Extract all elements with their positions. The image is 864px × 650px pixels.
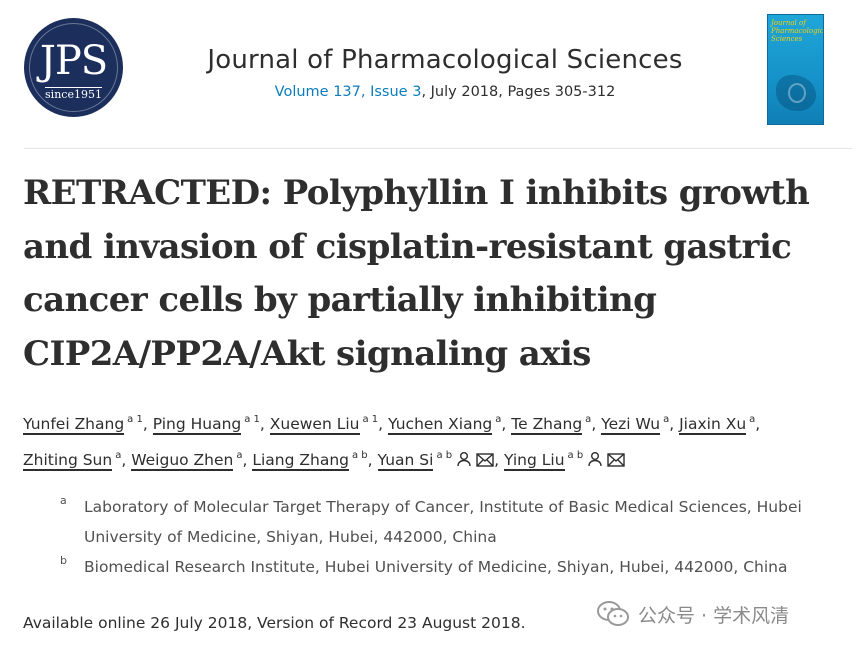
author-name[interactable]: Yunfei Zhang (23, 415, 125, 435)
author[interactable]: Zhiting Sun a (23, 450, 122, 471)
author-name[interactable]: Yuan Si (377, 451, 434, 471)
watermark: 公众号 · 学术风清 (596, 600, 789, 628)
author-name[interactable]: Ping Huang (152, 415, 242, 435)
affiliation-label: b (60, 554, 67, 567)
author-name[interactable]: Liang Zhang (252, 451, 349, 471)
author-affiliation-marker: a b (436, 450, 453, 461)
author-affiliation-marker: a 1 (127, 414, 143, 425)
cover-title: Journal of Pharmacological Sciences (771, 19, 824, 43)
author-name[interactable]: Xuewen Liu (269, 415, 360, 435)
watermark-text: 公众号 · 学术风清 (638, 604, 790, 627)
author[interactable]: Xuewen Liu a 1 (269, 414, 379, 435)
issue-info: Volume 137, Issue 3, July 2018, Pages 30… (160, 84, 730, 100)
author[interactable]: Te Zhang a (511, 414, 592, 435)
author-affiliation-marker: a (585, 414, 592, 425)
author-affiliation-marker: a 1 (244, 414, 260, 425)
author[interactable]: Yuchen Xiang a (388, 414, 502, 435)
author-name[interactable]: Yuchen Xiang (388, 415, 493, 435)
person-icon[interactable] (456, 451, 472, 467)
affiliation: a Laboratory of Molecular Target Therapy… (60, 492, 850, 552)
affiliation-text: Laboratory of Molecular Target Therapy o… (84, 498, 802, 546)
issue-details: , July 2018, Pages 305-312 (421, 84, 616, 100)
author-name[interactable]: Weiguo Zhen (131, 451, 234, 471)
journal-title[interactable]: Journal of Pharmacological Sciences (207, 45, 683, 75)
author[interactable]: Liang Zhang a b (252, 450, 368, 471)
author-affiliation-marker: a b (352, 450, 368, 461)
author[interactable]: Yezi Wu a (601, 414, 670, 435)
author-affiliation-marker: a (236, 450, 243, 461)
author-name[interactable]: Yezi Wu (601, 415, 661, 435)
author-affiliation-marker: a (115, 450, 122, 461)
person-icon[interactable] (587, 451, 603, 467)
article-title: RETRACTED: Polyphyllin I inhibits growth… (23, 173, 810, 374)
author-affiliation-marker: a b (567, 450, 584, 461)
journal-header: Journal of Pharmacological Sciences Volu… (160, 44, 730, 100)
volume-issue-link[interactable]: Volume 137, Issue 3 (274, 84, 422, 100)
affiliation-text: Biomedical Research Institute, Hubei Uni… (84, 558, 788, 576)
cover-artwork-detail (788, 83, 806, 103)
author-list: Yunfei Zhang a 1, Ping Huang a 1, Xuewen L… (23, 414, 761, 471)
header-divider (24, 148, 852, 149)
affiliation: b Biomedical Research Institute, Hubei U… (60, 552, 850, 582)
author-affiliation-marker: a (749, 414, 756, 425)
affiliation-label: a (60, 494, 67, 507)
envelope-icon[interactable] (607, 453, 625, 467)
publication-dates: Available online 26 July 2018, Version o… (23, 614, 526, 632)
journal-logo[interactable]: JPS since1951 (24, 18, 123, 117)
envelope-icon[interactable] (476, 453, 494, 467)
journal-cover-image[interactable]: Journal of Pharmacological Sciences (767, 14, 824, 125)
author[interactable]: Yunfei Zhang a 1 (23, 414, 143, 435)
author-name[interactable]: Te Zhang (511, 415, 583, 435)
author-affiliation-marker: a 1 (362, 414, 379, 425)
author[interactable]: Jiaxin Xu a (679, 414, 756, 435)
logo-ring (29, 23, 118, 112)
author-name[interactable]: Zhiting Sun (23, 451, 113, 471)
wechat-icon (597, 601, 629, 626)
author[interactable]: Yuan Si a b (377, 450, 495, 471)
author-affiliation-marker: a (663, 414, 670, 425)
author-affiliation-marker: a (495, 414, 502, 425)
author[interactable]: Weiguo Zhen a (131, 450, 243, 471)
author[interactable]: Ying Liu a b (503, 450, 625, 471)
author-name[interactable]: Ying Liu (503, 451, 565, 471)
author[interactable]: Ping Huang a 1 (152, 414, 260, 435)
author-name[interactable]: Jiaxin Xu (679, 415, 747, 435)
